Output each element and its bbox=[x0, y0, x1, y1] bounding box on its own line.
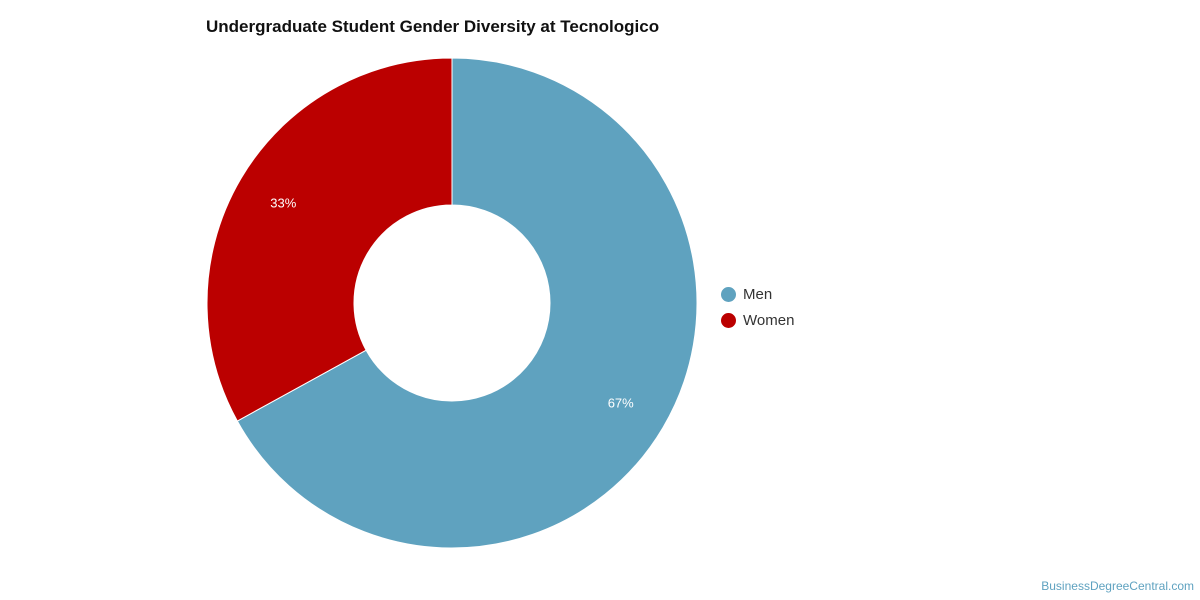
data-label-men: 67% bbox=[608, 395, 634, 410]
legend-swatch-women bbox=[721, 312, 736, 328]
legend-item-women[interactable]: Women bbox=[721, 307, 794, 333]
legend: Men Women bbox=[721, 281, 794, 333]
legend-label-women: Women bbox=[743, 311, 795, 329]
slice-men[interactable] bbox=[236, 57, 698, 549]
legend-swatch-men bbox=[721, 286, 736, 302]
legend-item-men[interactable]: Men bbox=[721, 281, 794, 307]
legend-label-men: Men bbox=[743, 285, 773, 303]
slices-group bbox=[206, 57, 698, 549]
source-credit[interactable]: BusinessDegreeCentral.com bbox=[1041, 579, 1194, 593]
chart-title: Undergraduate Student Gender Diversity a… bbox=[206, 17, 660, 36]
data-labels-group: 67% 33% bbox=[270, 196, 634, 411]
slice-women[interactable] bbox=[206, 57, 453, 422]
data-label-women: 33% bbox=[270, 196, 296, 211]
